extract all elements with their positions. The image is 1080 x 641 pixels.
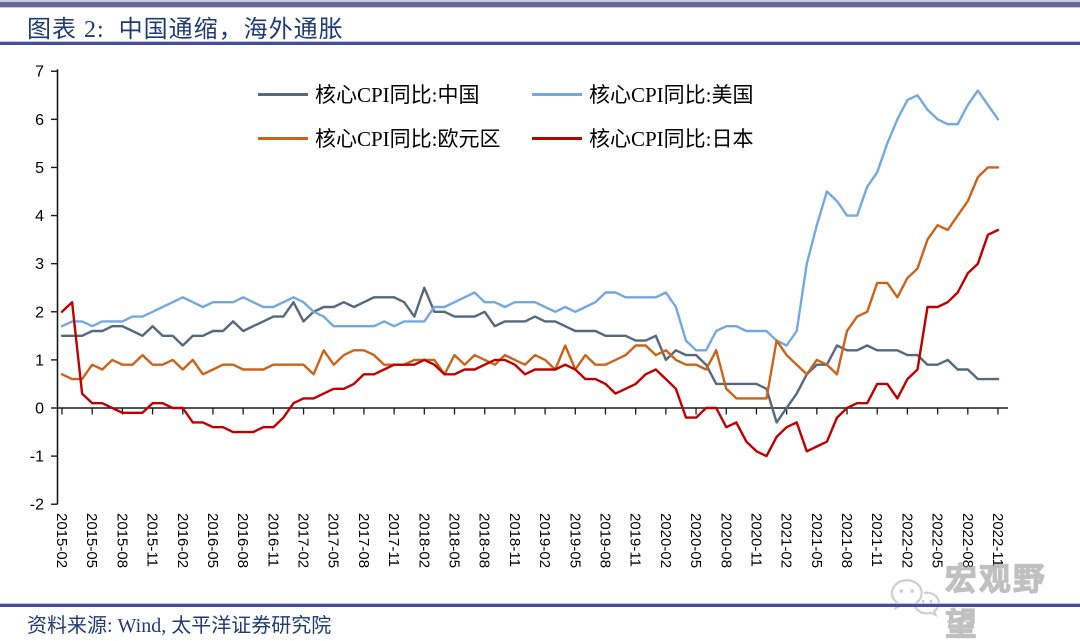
x-axis-label: 2021-05 (808, 513, 825, 568)
x-axis-label: 2022-11 (989, 513, 1006, 567)
x-axis-label: 2018-05 (446, 513, 463, 568)
y-axis-label: 6 (35, 112, 44, 129)
x-axis-label: 2015-08 (113, 513, 130, 568)
legend-label: 核心CPI同比:中国 (315, 83, 480, 107)
y-axis-label: 5 (35, 160, 44, 177)
x-axis-label: 2021-11 (868, 513, 885, 567)
x-axis-label: 2019-02 (536, 513, 553, 568)
x-axis-label: 2015-02 (53, 513, 70, 568)
y-axis-label: -1 (30, 449, 44, 466)
x-axis-label: 2020-11 (747, 513, 764, 567)
y-axis-label: 0 (35, 401, 44, 418)
x-axis-label: 2021-08 (838, 513, 855, 568)
x-axis-label: 2016-05 (204, 513, 221, 568)
x-axis-label: 2018-08 (476, 513, 493, 568)
series-line-japan (60, 228, 1000, 458)
x-axis-label: 2017-11 (385, 513, 402, 567)
x-axis-label: 2016-08 (234, 513, 251, 568)
x-axis-label: 2022-02 (898, 513, 915, 568)
chart-title: 图表 2: 中国通缩，海外通胀 (27, 17, 344, 43)
x-axis-label: 2020-05 (687, 513, 704, 568)
legend-line-swatch (258, 92, 308, 96)
x-axis-label: 2017-02 (295, 513, 312, 568)
x-axis-label: 2019-11 (627, 513, 644, 567)
footer-separator-line (0, 603, 1080, 607)
legend-item-china: 核心CPI同比:中国 (258, 81, 480, 107)
legend-item-eurozone: 核心CPI同比:欧元区 (258, 125, 501, 151)
legend-line-swatch (258, 136, 308, 140)
series-line-usa (60, 89, 1000, 352)
x-axis-label: 2018-02 (415, 513, 432, 568)
x-axis-label: 2017-08 (355, 513, 372, 568)
legend-label: 核心CPI同比:欧元区 (315, 127, 501, 151)
source-attribution: 资料来源: Wind, 太平洋证券研究院 (27, 615, 332, 637)
legend-label: 核心CPI同比:日本 (589, 127, 754, 151)
x-axis-label: 2017-05 (325, 513, 342, 568)
legend-line-swatch (532, 92, 582, 96)
y-axis-label: 2 (35, 304, 44, 321)
top-border-bar (0, 0, 1080, 8)
x-axis-label: 2016-02 (174, 513, 191, 568)
x-axis-label: 2015-11 (144, 513, 161, 567)
legend-item-usa: 核心CPI同比:美国 (532, 81, 754, 107)
y-axis-label: 7 (35, 64, 44, 81)
title-separator-line (0, 41, 1080, 45)
x-axis-label: 2019-05 (566, 513, 583, 568)
y-axis-label: 1 (35, 352, 44, 369)
x-axis-label: 2015-05 (83, 513, 100, 568)
legend-label: 核心CPI同比:美国 (589, 83, 754, 107)
x-axis-label: 2021-02 (778, 513, 795, 568)
y-axis-label: 3 (35, 256, 44, 273)
x-axis-label: 2016-11 (264, 513, 281, 567)
legend-item-japan: 核心CPI同比:日本 (532, 125, 754, 151)
legend-line-swatch (532, 136, 582, 140)
x-axis-label: 2018-11 (506, 513, 523, 567)
x-axis-label: 2020-08 (717, 513, 734, 568)
x-axis-label: 2022-08 (959, 513, 976, 568)
y-axis-label: 4 (35, 208, 44, 225)
x-axis-label: 2022-05 (929, 513, 946, 568)
series-line-eurozone (60, 166, 1000, 400)
y-axis-label: -2 (30, 497, 44, 514)
x-axis-label: 2020-02 (657, 513, 674, 568)
x-axis-label: 2019-08 (596, 513, 613, 568)
